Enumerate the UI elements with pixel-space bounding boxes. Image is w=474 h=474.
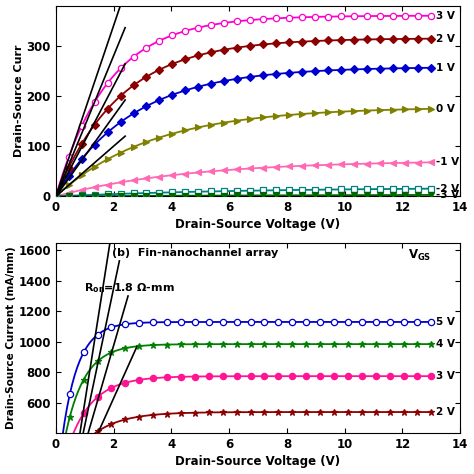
Text: (b)  Fin-nanochannel array: (b) Fin-nanochannel array	[112, 248, 279, 258]
Text: 1 V: 1 V	[436, 63, 455, 73]
Text: 5 V: 5 V	[436, 317, 455, 327]
Text: 2 V: 2 V	[436, 407, 455, 417]
Text: 4 V: 4 V	[436, 339, 455, 349]
Text: $\mathbf{V_{GS}}$: $\mathbf{V_{GS}}$	[408, 248, 431, 264]
X-axis label: Drain-Source Voltage (V): Drain-Source Voltage (V)	[175, 456, 341, 468]
Text: 0 V: 0 V	[436, 104, 455, 114]
Text: -1 V: -1 V	[436, 157, 459, 167]
Y-axis label: Drain-Source Curr: Drain-Source Curr	[14, 45, 24, 157]
Text: 2 V: 2 V	[436, 34, 455, 44]
Text: $\mathbf{R_{on}}$=1.8 Ω-mm: $\mathbf{R_{on}}$=1.8 Ω-mm	[84, 281, 175, 294]
Text: -2 V: -2 V	[436, 183, 459, 194]
X-axis label: Drain-Source Voltage (V): Drain-Source Voltage (V)	[175, 219, 341, 231]
Text: -3 V: -3 V	[436, 190, 459, 200]
Y-axis label: Drain-Source Current (mA/mm): Drain-Source Current (mA/mm)	[6, 246, 16, 429]
Text: 3 V: 3 V	[436, 371, 455, 381]
Text: 3 V: 3 V	[436, 11, 455, 21]
